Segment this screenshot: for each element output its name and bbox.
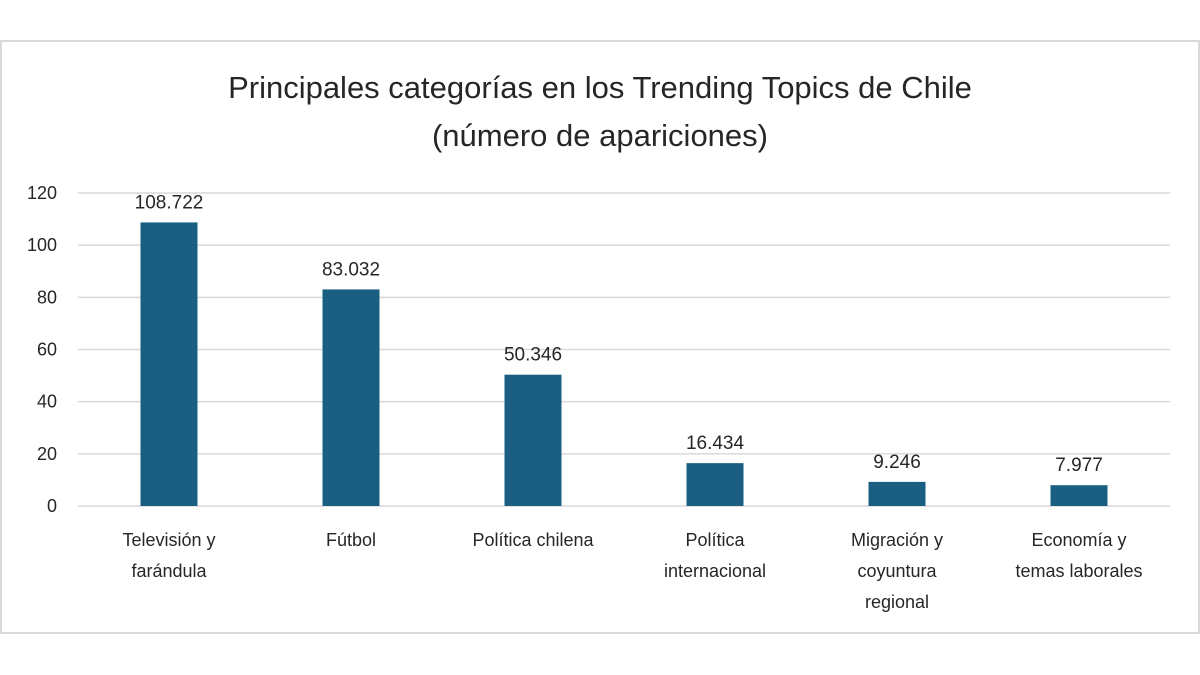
x-tick-label: internacional bbox=[664, 561, 766, 581]
x-tick-label: regional bbox=[865, 592, 929, 612]
chart-title-line-1: Principales categorías en los Trending T… bbox=[228, 70, 972, 105]
bar-3 bbox=[686, 463, 744, 506]
y-tick-label: 60 bbox=[37, 340, 57, 360]
y-tick-label: 80 bbox=[37, 287, 57, 307]
y-tick-label: 20 bbox=[37, 444, 57, 464]
x-tick-label: Política chilena bbox=[472, 530, 594, 550]
bar-1 bbox=[322, 289, 380, 506]
y-tick-label: 120 bbox=[27, 183, 57, 203]
bar-0 bbox=[140, 222, 198, 506]
bar-2 bbox=[504, 374, 562, 506]
x-tick-label: Fútbol bbox=[326, 530, 376, 550]
x-tick-label: temas laborales bbox=[1015, 561, 1142, 581]
y-tick-label: 0 bbox=[47, 496, 57, 516]
data-label: 16.434 bbox=[686, 433, 745, 454]
bar-4 bbox=[868, 481, 926, 506]
chart-frame bbox=[0, 40, 1200, 634]
data-label: 9.246 bbox=[873, 452, 921, 473]
data-label: 7.977 bbox=[1055, 455, 1103, 476]
bar-5 bbox=[1050, 485, 1108, 506]
data-label: 108.722 bbox=[135, 192, 204, 213]
x-tick-label: Política bbox=[685, 530, 745, 550]
y-tick-label: 40 bbox=[37, 392, 57, 412]
data-label: 50.346 bbox=[504, 345, 562, 366]
x-tick-label: Economía y bbox=[1031, 530, 1126, 550]
y-tick-label: 100 bbox=[27, 235, 57, 255]
x-tick-label: Migración y bbox=[851, 530, 943, 550]
x-tick-label: coyuntura bbox=[857, 561, 937, 581]
x-tick-label: farándula bbox=[131, 561, 207, 581]
chart-title-line-2: (número de apariciones) bbox=[431, 118, 768, 153]
data-label: 83.032 bbox=[322, 259, 380, 280]
x-tick-label: Televisión y bbox=[122, 530, 215, 550]
